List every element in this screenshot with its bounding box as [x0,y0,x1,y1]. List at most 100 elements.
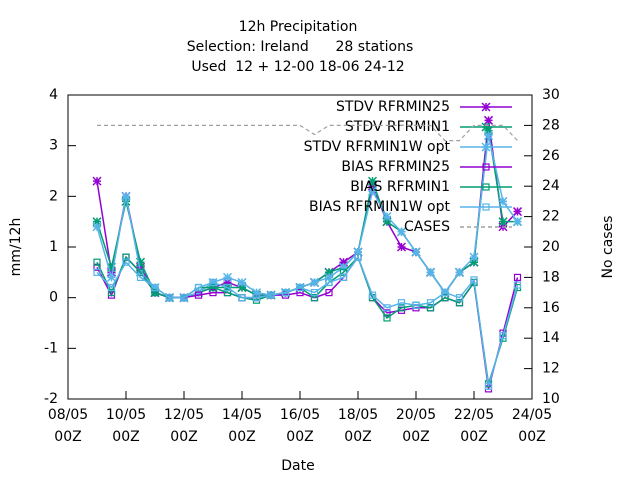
marker [483,131,494,141]
marker [106,272,117,282]
marker [382,212,392,222]
marker [310,294,319,302]
marker [338,262,349,272]
y-tick-label: -1 [44,340,58,356]
marker [455,299,464,307]
marker [470,276,478,284]
y-axis-label: mm/12h [8,218,24,277]
marker [237,283,247,293]
marker [324,272,334,282]
marker [367,186,378,196]
y-tick-label: -2 [44,391,58,407]
y2-tick-label: 28 [542,117,560,133]
marker [383,304,391,312]
x-tick-label: 08/05 00Z [48,407,88,445]
marker [339,273,348,281]
marker [484,382,493,390]
series-line [96,255,519,387]
marker [383,314,391,322]
marker [223,289,232,297]
marker [481,102,491,112]
marker [194,283,203,292]
marker [469,257,479,267]
marker [512,217,523,227]
marker [135,262,146,272]
y2-tick-label: 10 [542,391,560,407]
x-tick-label: 16/05 00Z [280,407,320,445]
marker [106,262,117,272]
marker [209,289,217,297]
chart-subtitle: Used 12 + 12-00 18-06 24-12 [191,59,404,75]
legend-label: BIAS RFRMIN1 [350,179,450,195]
marker [194,291,203,299]
y2-tick-label: 12 [542,361,560,377]
marker [426,304,435,312]
marker [482,183,490,191]
x-tick-label: 14/05 00Z [222,407,262,445]
series-line [97,124,518,142]
marker [513,273,522,281]
marker [93,258,101,266]
marker [92,176,102,186]
marker [481,142,491,152]
marker [223,283,232,292]
marker [396,242,407,252]
marker [222,272,233,282]
y2-tick-label: 18 [542,269,560,285]
marker [353,247,363,257]
marker [122,253,130,261]
marker [92,222,102,232]
marker [107,289,116,297]
series-line [96,255,519,390]
y2-tick-label: 22 [542,209,560,225]
marker [324,267,334,277]
marker [396,227,407,237]
x-tick-label: 24/05 00Z [512,407,552,445]
marker [151,289,159,297]
marker [483,115,494,125]
x-tick-label: 22/05 00Z [454,407,494,445]
y2-tick-label: 16 [542,300,560,316]
marker [209,283,217,292]
series [92,131,523,303]
marker [93,268,101,276]
series [93,253,522,390]
chart-subtitle: Selection: Ireland 28 stations [187,39,414,55]
marker [238,294,246,302]
marker [469,252,479,262]
marker [251,288,262,298]
marker [367,181,378,191]
marker [165,294,174,302]
marker [296,289,304,297]
marker [325,278,333,287]
marker [498,196,508,206]
y2-tick-label: 24 [542,178,560,194]
x-tick-label: 12/05 00Z [164,407,204,445]
chart-title: 12h Precipitation [239,19,358,35]
marker [180,294,188,302]
series [93,253,522,388]
x-tick-label: 18/05 00Z [338,407,378,445]
marker [367,176,378,186]
marker [454,267,465,277]
marker [121,191,131,201]
marker [441,294,449,302]
marker [425,267,436,277]
marker [368,291,377,299]
marker [151,283,159,292]
y-tick-label: 1 [49,239,58,255]
marker [135,257,146,267]
y2-axis-label: No cases [600,216,616,279]
marker [498,217,508,227]
marker [222,277,233,287]
legend-label: STDV RFRMIN1 [345,119,450,135]
marker [309,277,320,287]
x-tick-label: 20/05 00Z [396,407,436,445]
marker [397,304,406,312]
marker [338,257,349,267]
marker [412,301,420,309]
marker [513,281,522,289]
marker [382,217,392,227]
y-tick-label: 2 [49,188,58,204]
